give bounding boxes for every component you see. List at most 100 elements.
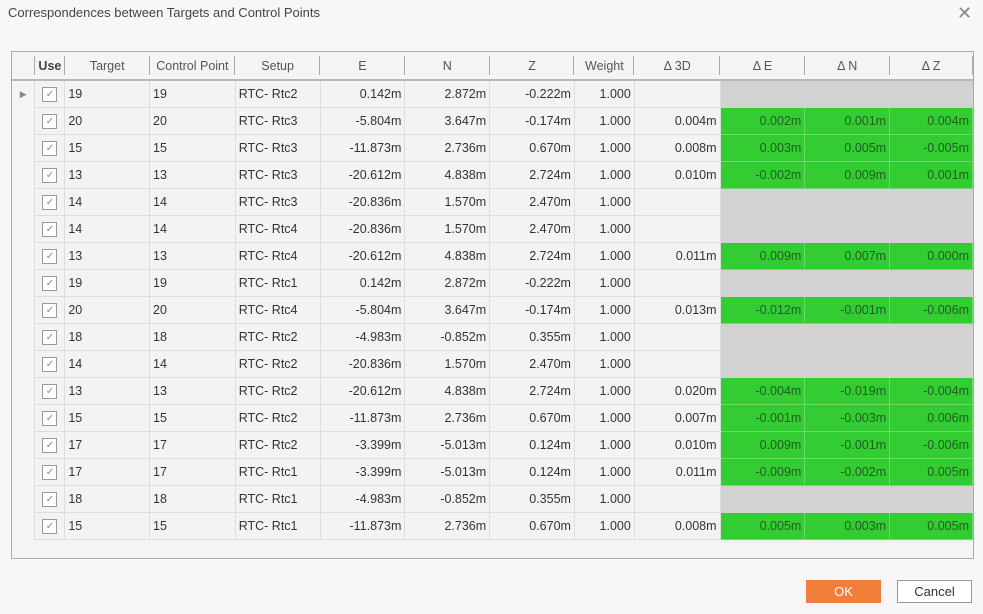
cell[interactable]: RTC- Rtc2 (234, 79, 321, 108)
cell[interactable]: -0.002m (719, 161, 806, 189)
cell[interactable]: 1.000 (573, 107, 635, 135)
cell[interactable]: 2.470m (489, 350, 575, 378)
table-row[interactable]: ✓ 14 14 RTC- Rtc2 -20.836m 1.570m 2.470m 1.000 (12, 350, 973, 378)
cell[interactable] (889, 350, 973, 378)
cell[interactable]: 19 (64, 79, 151, 108)
cell[interactable]: 0.007m (804, 242, 891, 270)
cell[interactable] (889, 323, 973, 351)
cell[interactable]: 2.872m (404, 79, 491, 108)
cell[interactable]: 18 (64, 485, 151, 513)
cell[interactable]: -0.222m (489, 79, 575, 108)
cell[interactable]: 4.838m (404, 242, 491, 270)
cell[interactable]: 4.838m (404, 377, 491, 405)
cell[interactable] (633, 79, 721, 108)
cell[interactable]: -20.836m (319, 350, 406, 378)
cell[interactable] (719, 323, 806, 351)
cell[interactable]: 15 (149, 512, 236, 540)
cell[interactable]: 0.013m (633, 296, 721, 324)
cell[interactable]: -0.001m (719, 404, 806, 432)
cell[interactable]: 1.000 (573, 485, 635, 513)
table-row[interactable]: ✓ 19 19 RTC- Rtc1 0.142m 2.872m -0.222m 1.000 (12, 269, 973, 297)
table-row[interactable]: ▶ ✓ 19 19 RTC- Rtc2 0.142m 2.872m -0.222m 1.000 (12, 79, 973, 108)
cell[interactable]: -0.019m (804, 377, 891, 405)
cell[interactable]: RTC- Rtc2 (234, 350, 321, 378)
cell[interactable]: 0.005m (719, 512, 806, 540)
cell[interactable]: 0.001m (804, 107, 891, 135)
cell[interactable]: 14 (64, 215, 151, 243)
cell[interactable]: RTC- Rtc1 (234, 458, 321, 486)
cell[interactable]: 3.647m (404, 296, 491, 324)
cell[interactable]: 1.000 (573, 215, 635, 243)
cell[interactable]: -11.873m (319, 404, 406, 432)
cell[interactable]: -11.873m (319, 512, 406, 540)
cell[interactable] (889, 269, 973, 297)
cell[interactable]: 0.124m (489, 431, 575, 459)
cell[interactable]: RTC- Rtc2 (234, 323, 321, 351)
cell[interactable]: -0.004m (719, 377, 806, 405)
cell[interactable]: -4.983m (319, 485, 406, 513)
cell[interactable] (804, 215, 891, 243)
use-checkbox[interactable]: ✓ (42, 410, 58, 426)
cell[interactable]: 13 (149, 377, 236, 405)
cell[interactable]: -0.012m (719, 296, 806, 324)
column-header[interactable]: E (320, 52, 405, 81)
cell[interactable]: 1.000 (573, 431, 635, 459)
cell[interactable]: -0.004m (889, 377, 973, 405)
use-checkbox[interactable]: ✓ (42, 113, 58, 129)
cell[interactable]: RTC- Rtc3 (234, 161, 321, 189)
cell[interactable]: 1.000 (573, 458, 635, 486)
cell[interactable]: -0.001m (804, 431, 891, 459)
cell[interactable]: -5.804m (319, 296, 406, 324)
cell[interactable]: 2.736m (404, 404, 491, 432)
table-row[interactable]: ✓ 17 17 RTC- Rtc1 -3.399m -5.013m 0.124m 1.000 0… (12, 458, 973, 486)
cell[interactable]: 18 (64, 323, 151, 351)
column-header[interactable]: Use (34, 52, 65, 81)
cell[interactable] (719, 350, 806, 378)
cell[interactable] (633, 215, 721, 243)
cell[interactable]: 0.000m (889, 242, 973, 270)
cell[interactable]: 3.647m (404, 107, 491, 135)
cell[interactable]: RTC- Rtc4 (234, 215, 321, 243)
cell[interactable]: 1.570m (404, 350, 491, 378)
table-row[interactable]: ✓ 15 15 RTC- Rtc3 -11.873m 2.736m 0.670m 1.000 0… (12, 134, 973, 162)
cell[interactable]: RTC- Rtc4 (234, 242, 321, 270)
cell[interactable]: 1.000 (573, 161, 635, 189)
cell[interactable]: 0.142m (319, 79, 406, 108)
cell[interactable]: 0.005m (804, 134, 891, 162)
cell[interactable]: 1.000 (573, 296, 635, 324)
cell[interactable]: -0.006m (889, 431, 973, 459)
use-checkbox[interactable]: ✓ (42, 140, 58, 156)
cell[interactable]: 2.724m (489, 377, 575, 405)
cell[interactable] (804, 350, 891, 378)
cell[interactable]: 2.736m (404, 512, 491, 540)
cell[interactable]: -20.612m (319, 161, 406, 189)
cell[interactable]: 1.000 (573, 323, 635, 351)
cell[interactable]: 17 (149, 431, 236, 459)
use-checkbox[interactable]: ✓ (42, 356, 58, 372)
cell[interactable]: -0.174m (489, 107, 575, 135)
cell[interactable]: 1.000 (573, 404, 635, 432)
cell[interactable] (889, 188, 973, 216)
cell[interactable]: 0.010m (633, 431, 721, 459)
use-checkbox[interactable]: ✓ (42, 302, 58, 318)
cell[interactable]: -0.003m (804, 404, 891, 432)
cell[interactable]: -4.983m (319, 323, 406, 351)
cell[interactable] (889, 79, 973, 108)
cell[interactable]: -20.836m (319, 188, 406, 216)
cell[interactable]: RTC- Rtc2 (234, 377, 321, 405)
cell[interactable] (633, 323, 721, 351)
cell[interactable]: 2.470m (489, 188, 575, 216)
column-header[interactable]: Weight (574, 52, 635, 81)
cell[interactable]: -5.013m (404, 458, 491, 486)
cell[interactable]: 0.670m (489, 134, 575, 162)
table-row[interactable]: ✓ 18 18 RTC- Rtc2 -4.983m -0.852m 0.355m 1.000 (12, 323, 973, 351)
table-row[interactable]: ✓ 20 20 RTC- Rtc4 -5.804m 3.647m -0.174m 1.000 0… (12, 296, 973, 324)
cell[interactable]: 0.009m (804, 161, 891, 189)
cell[interactable]: RTC- Rtc3 (234, 134, 321, 162)
cell[interactable]: RTC- Rtc1 (234, 269, 321, 297)
table-row[interactable]: ✓ 20 20 RTC- Rtc3 -5.804m 3.647m -0.174m 1.000 0… (12, 107, 973, 135)
cell[interactable]: 1.000 (573, 79, 635, 108)
cell[interactable]: 19 (149, 269, 236, 297)
use-checkbox[interactable]: ✓ (42, 86, 58, 102)
table-row[interactable]: ✓ 13 13 RTC- Rtc4 -20.612m 4.838m 2.724m 1.000 0… (12, 242, 973, 270)
